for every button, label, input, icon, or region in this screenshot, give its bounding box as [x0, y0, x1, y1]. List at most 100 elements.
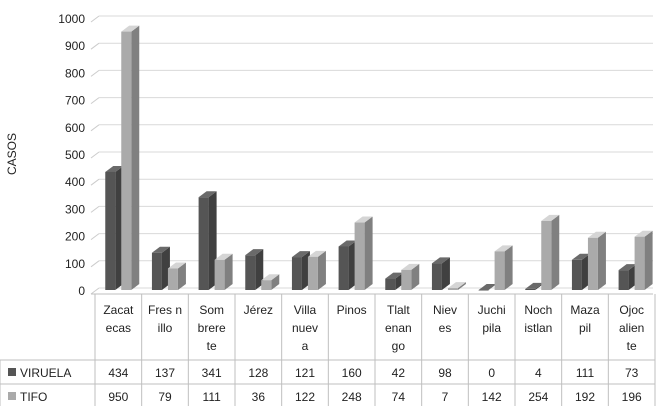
data-label: 128: [248, 366, 268, 380]
bar-top: [261, 274, 280, 281]
bar-side: [271, 274, 280, 290]
bar-front: [385, 278, 396, 290]
category-label: Jérez: [244, 303, 273, 317]
gridlines: [90, 15, 653, 295]
data-label: 74: [392, 390, 406, 404]
bar-top: [525, 282, 544, 289]
bar-tifo-8: [494, 245, 513, 290]
bar-top: [198, 191, 217, 198]
bar-tifo-2: [214, 253, 233, 290]
y-tick-label: 900: [65, 39, 85, 53]
legend-key: [8, 392, 16, 400]
bar-tifo-3: [261, 274, 280, 290]
bar-front: [198, 197, 209, 290]
data-label: 142: [482, 390, 502, 404]
bar-front: [214, 259, 225, 290]
y-tick-label: 100: [65, 257, 85, 271]
y-tick-label: 600: [65, 121, 85, 135]
category-label: Maza pil: [570, 303, 600, 335]
grid-depth-line: [90, 205, 100, 213]
bar-viruela-7: [431, 257, 450, 290]
data-label: 160: [342, 366, 362, 380]
bar-side: [131, 25, 140, 290]
data-label: 121: [295, 366, 315, 380]
bar-front: [541, 220, 552, 290]
bar-top: [431, 257, 450, 264]
y-tick-label: 1000: [58, 12, 85, 26]
data-label: 73: [625, 366, 639, 380]
bar-top: [478, 284, 497, 290]
bar-top: [291, 251, 310, 258]
y-tick-label: 200: [65, 230, 85, 244]
bar-tifo-7: [447, 282, 466, 290]
y-tick-label: 300: [65, 202, 85, 216]
category-label: Ojoc alien te: [619, 303, 644, 353]
bar-side: [255, 249, 264, 290]
data-label: 4: [535, 366, 542, 380]
bar-top: [634, 230, 653, 237]
bar-top: [587, 231, 606, 238]
bar-top: [214, 253, 233, 260]
y-tick-label: 400: [65, 175, 85, 189]
data-label: 122: [295, 390, 315, 404]
data-label: 341: [202, 366, 222, 380]
bar-front: [447, 288, 458, 290]
bar-top: [245, 249, 264, 256]
bar-side: [504, 245, 513, 290]
data-label: 42: [392, 366, 406, 380]
data-label: 98: [438, 366, 452, 380]
bar-side: [317, 250, 326, 290]
grid-depth-line: [90, 70, 100, 77]
bar-front: [105, 171, 116, 290]
bar-side: [411, 263, 420, 290]
legend-key: [8, 368, 16, 376]
bar-viruela-10: [571, 253, 590, 290]
bar-front: [261, 280, 272, 290]
bar-front: [478, 290, 489, 291]
y-tick-label: 0: [78, 284, 85, 298]
bar-front: [525, 288, 536, 290]
category-label: Fres n illo: [148, 303, 182, 335]
legend-label: TIFO: [20, 390, 47, 404]
grid-depth-line: [90, 233, 100, 241]
category-label: Noch istlan: [524, 303, 552, 335]
bar-viruela-11: [618, 264, 637, 290]
bar-front: [151, 252, 162, 290]
bar-viruela-0: [105, 165, 124, 290]
bar-tifo-0: [121, 25, 140, 290]
bar-viruela-9: [525, 282, 544, 290]
bar-side: [177, 262, 186, 290]
data-label: 0: [488, 366, 495, 380]
grid-depth-line: [90, 287, 100, 295]
bar-viruela-6: [385, 272, 404, 290]
y-axis-ticks: 0 100 200 300 400 500 600 700 800 900 1000: [58, 12, 85, 298]
y-tick-label: 700: [65, 94, 85, 108]
bar-front: [307, 256, 318, 290]
data-label: 36: [252, 390, 266, 404]
bar-side: [441, 257, 450, 290]
bar-tifo-1: [167, 262, 186, 290]
grid-depth-line: [90, 42, 100, 50]
data-label: 248: [342, 390, 362, 404]
y-tick-label: 800: [65, 66, 85, 80]
category-label: Pinos: [337, 303, 367, 317]
grid-depth-line: [90, 124, 100, 132]
bar-tifo-5: [354, 216, 373, 290]
grid-depth-line: [90, 151, 100, 159]
bar-side: [364, 216, 373, 290]
bar-top: [307, 250, 326, 257]
data-label: 434: [108, 366, 128, 380]
bar-side: [597, 231, 606, 290]
bar-top: [338, 240, 357, 247]
bar-front: [401, 269, 412, 290]
data-table: Zacat ecas Fres n illo Som brere te Jérez Villa n…: [0, 294, 656, 406]
category-label: Villa nuev a: [292, 303, 318, 353]
bar-top: [354, 216, 373, 223]
bar-viruela-2: [198, 191, 217, 290]
data-label: 950: [108, 390, 128, 404]
bar-tifo-9: [541, 214, 560, 290]
data-label: 137: [155, 366, 175, 380]
category-label: Niev es: [433, 303, 457, 335]
bar-front: [354, 222, 365, 290]
